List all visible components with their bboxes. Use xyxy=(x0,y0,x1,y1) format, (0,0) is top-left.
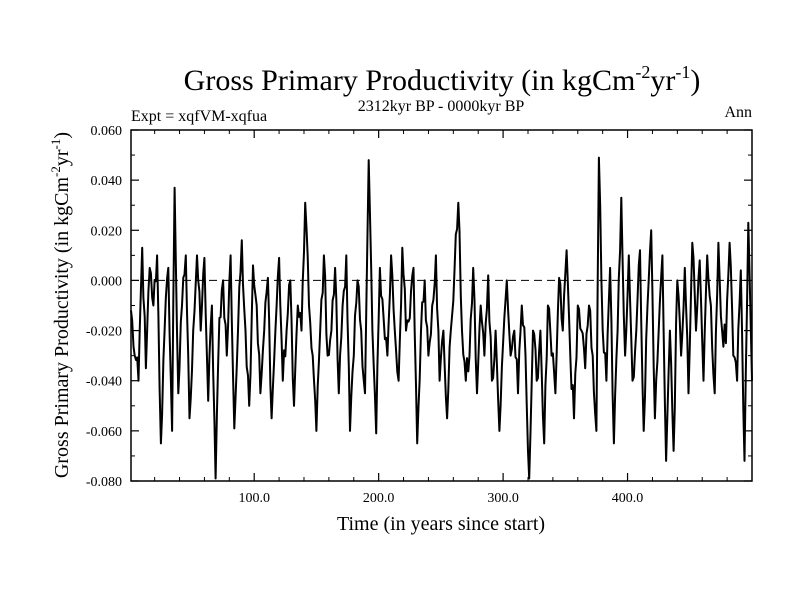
x-axis-label: Time (in years since start) xyxy=(337,513,545,535)
y-axis-label: Gross Primary Productivity (in kgCm-2yr-… xyxy=(48,132,73,478)
y-tick-label-1: 0.040 xyxy=(91,174,123,189)
title-sup2: -1 xyxy=(675,62,690,82)
subtitle-center: 2312kyr BP - 0000kyr BP xyxy=(358,98,525,115)
y-tick-label-5: -0.040 xyxy=(86,375,122,390)
title-mid: yr xyxy=(650,64,675,97)
x-tick-label-2: 300.0 xyxy=(487,491,519,506)
ylabel-mid: yr xyxy=(51,149,73,166)
ylabel-sup2: -1 xyxy=(48,139,63,150)
plot-area: 0.060 0.040 0.020 0.000 -0.020 -0.040 -0.060 -0… xyxy=(86,124,753,506)
title-end: ) xyxy=(690,64,700,97)
subtitle-left: Expt = xqfVM-xqfua xyxy=(131,108,267,125)
x-tick-label-1: 200.0 xyxy=(363,491,395,506)
ylabel-end: ) xyxy=(51,132,73,139)
series-line-gpp xyxy=(130,156,753,480)
title-sup1: -2 xyxy=(635,62,650,82)
y-tick-label-0: 0.060 xyxy=(91,124,123,139)
x-tick-label-3: 400.0 xyxy=(612,491,644,506)
subtitle-right: Ann xyxy=(724,104,752,121)
x-axis: 100.0 200.0 300.0 400.0 xyxy=(154,130,728,506)
chart-title: Gross Primary Productivity (in kgCm-2yr-… xyxy=(184,62,701,97)
y-axis: 0.060 0.040 0.020 0.000 -0.020 -0.040 -0.060 -0… xyxy=(86,124,752,490)
title-main: Gross Primary Productivity (in kgCm xyxy=(184,64,636,97)
y-tick-label-4: -0.020 xyxy=(86,325,122,340)
y-tick-label-3: 0.000 xyxy=(91,274,123,289)
y-tick-label-6: -0.060 xyxy=(86,425,122,440)
ylabel-sup1: -2 xyxy=(48,166,63,177)
ylabel-main: Gross Primary Productivity (in kgCm xyxy=(51,177,73,479)
y-tick-label-2: 0.020 xyxy=(91,224,123,239)
x-tick-label-0: 100.0 xyxy=(238,491,270,506)
y-tick-label-7: -0.080 xyxy=(86,475,122,490)
